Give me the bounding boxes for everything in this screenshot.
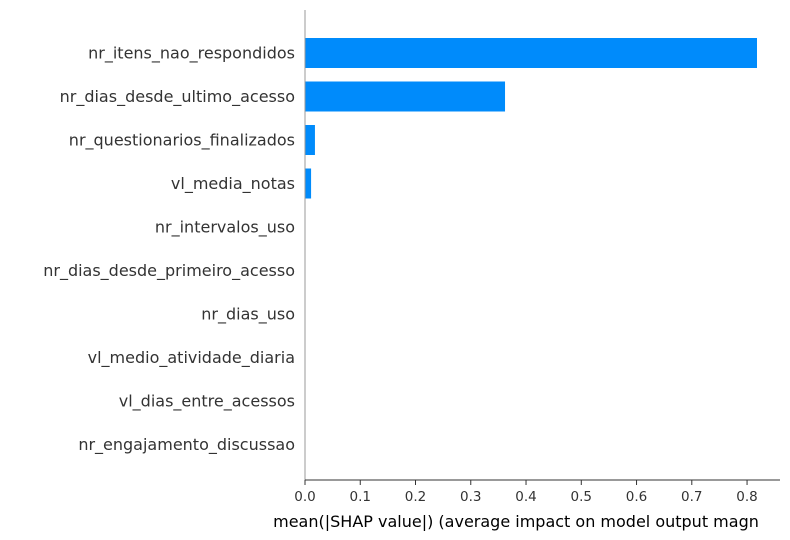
category-label: vl_dias_entre_acessos — [119, 392, 295, 412]
category-label: nr_dias_desde_primeiro_acesso — [43, 261, 295, 281]
category-label: nr_questionarios_finalizados — [69, 131, 295, 151]
x-tick-label: 0.7 — [681, 489, 702, 505]
bars-group — [305, 38, 757, 199]
bar-nr_dias_desde_ultimo_acesso — [305, 81, 506, 112]
x-tick-label: 0.3 — [460, 489, 481, 505]
category-label: nr_engajamento_discussao — [78, 435, 295, 455]
x-tick-label: 0.0 — [294, 489, 315, 505]
category-label: nr_itens_nao_respondidos — [88, 44, 295, 64]
x-tick-label: 0.2 — [405, 489, 426, 505]
category-label: vl_medio_atividade_diaria — [88, 348, 295, 368]
bar-vl_media_notas — [305, 168, 312, 199]
category-label: nr_intervalos_uso — [155, 218, 295, 238]
x-tick-label: 0.5 — [571, 489, 592, 505]
x-tick-label: 0.6 — [626, 489, 647, 505]
x-tick-label: 0.8 — [736, 489, 757, 505]
category-labels-group: nr_itens_nao_respondidos nr_dias_desde_ul… — [43, 44, 295, 456]
category-label: nr_dias_desde_ultimo_acesso — [60, 87, 295, 107]
x-tick-label: 0.4 — [515, 489, 536, 505]
x-ticks-group: 0.0 0.1 0.2 0.3 0.4 0.5 0.6 0.7 0.8 — [294, 480, 758, 505]
bar-nr_itens_nao_respondidos — [305, 38, 757, 68]
x-axis-title: mean(|SHAP value|) (average impact on mo… — [273, 512, 759, 531]
bar-nr_questionarios_finalizados — [305, 125, 315, 155]
category-label: nr_dias_uso — [201, 305, 295, 325]
x-tick-label: 0.1 — [350, 489, 371, 505]
category-label: vl_media_notas — [171, 174, 295, 194]
